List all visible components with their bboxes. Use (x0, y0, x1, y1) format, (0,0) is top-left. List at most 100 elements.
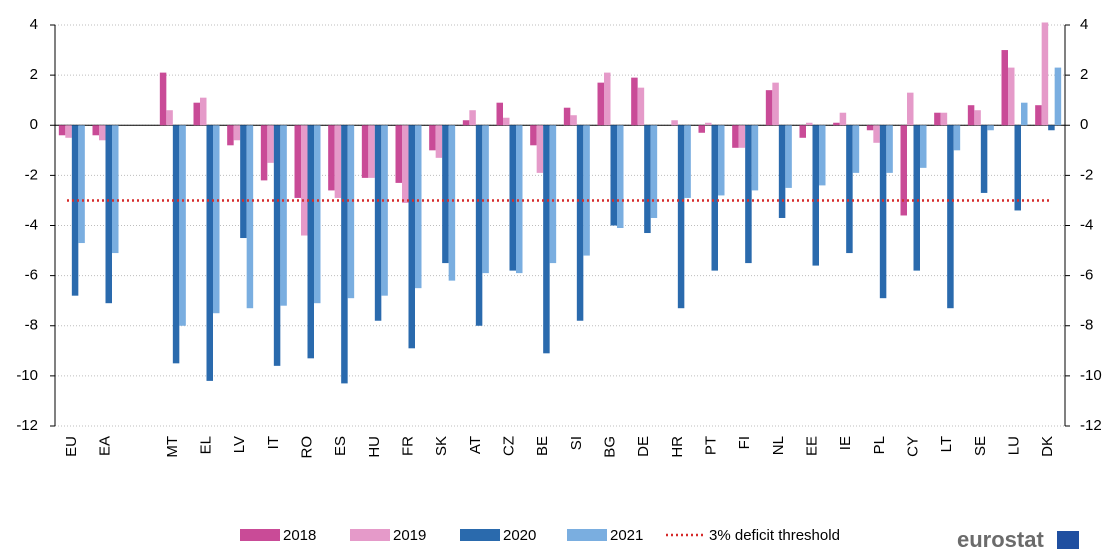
bar (644, 125, 651, 234)
bar (1001, 50, 1008, 126)
bar (193, 102, 200, 126)
y2-tick-label: 0 (1080, 116, 1088, 133)
bar (415, 125, 422, 289)
bar (900, 125, 907, 216)
bar (402, 125, 409, 203)
legend-label: 2020 (503, 527, 536, 544)
x-tick-label: NL (770, 436, 787, 455)
bar (469, 110, 476, 126)
bar (563, 107, 571, 126)
bar (328, 125, 335, 191)
x-tick-label: IE (837, 436, 854, 450)
x-tick-label: FR (399, 436, 416, 456)
bar (799, 125, 806, 138)
bar (549, 125, 557, 264)
bar (718, 125, 725, 196)
y-tick-label: -12 (16, 417, 38, 434)
x-tick-label: IT (265, 436, 282, 449)
y-tick-label: -2 (25, 166, 38, 183)
bar (1014, 125, 1021, 211)
bar (200, 97, 207, 126)
bar (751, 125, 759, 191)
bar (159, 72, 167, 126)
legend-label: 3% deficit threshold (709, 527, 840, 544)
bar (839, 112, 847, 126)
y2-tick-label: -8 (1080, 317, 1093, 334)
bar (280, 125, 287, 306)
bar (206, 125, 213, 381)
bar (772, 82, 779, 126)
bar (273, 125, 281, 366)
bar (246, 125, 254, 309)
bar (368, 125, 375, 178)
bar (429, 125, 436, 151)
x-tick-label: BG (601, 436, 618, 458)
bar (381, 125, 388, 296)
bar (886, 125, 893, 173)
x-tick-label: HR (669, 436, 686, 458)
y-tick-label: -6 (25, 267, 38, 284)
bar (1008, 67, 1015, 126)
x-tick-label: EE (803, 436, 820, 456)
bar (213, 125, 220, 314)
x-tick-label: CY (904, 436, 921, 457)
bar (866, 125, 874, 131)
bar (105, 125, 112, 304)
bar (570, 115, 577, 126)
bar (913, 125, 920, 271)
bar (227, 125, 234, 146)
bar (260, 125, 268, 181)
bar (610, 125, 617, 226)
bar (347, 125, 355, 299)
logo: eurostat (957, 527, 1044, 550)
bar (745, 125, 752, 264)
bar (583, 125, 590, 256)
y2-tick-label: -6 (1080, 267, 1093, 284)
y-tick-label: -4 (25, 216, 38, 233)
bar (543, 125, 550, 354)
bar (934, 112, 941, 126)
bar (987, 125, 994, 131)
bar (833, 122, 840, 126)
bar (974, 110, 981, 126)
bar (503, 117, 510, 126)
x-tick-label: BE (534, 436, 551, 456)
bar (806, 122, 813, 126)
bar (71, 125, 79, 296)
y2-tick-label: -2 (1080, 166, 1093, 183)
y-tick-label: -10 (16, 367, 38, 384)
bar (785, 125, 792, 188)
y2-tick-label: 4 (1080, 16, 1088, 33)
x-tick-label: EA (96, 436, 113, 456)
bar (240, 125, 247, 239)
bar (78, 125, 85, 244)
bar (65, 125, 72, 138)
bar (711, 125, 718, 271)
bar (940, 112, 948, 126)
bar (307, 125, 314, 359)
y-tick-label: 0 (30, 116, 38, 133)
legend-swatch (350, 529, 390, 541)
bar (920, 125, 927, 168)
x-tick-label: HU (366, 436, 383, 458)
bar (873, 125, 880, 143)
bar (334, 125, 342, 198)
bar (677, 125, 685, 309)
legend-swatch (460, 529, 500, 541)
bar (631, 77, 638, 126)
bar (462, 120, 470, 126)
legend-swatch (240, 529, 280, 541)
bar (294, 125, 301, 198)
x-tick-label: SI (568, 436, 585, 450)
bar (374, 125, 382, 321)
bar (671, 120, 678, 126)
bar (879, 125, 887, 299)
x-tick-label: AT (467, 436, 484, 454)
legend-swatch (567, 529, 607, 541)
bar (650, 125, 658, 218)
bar (112, 125, 119, 254)
x-tick-label: PT (702, 436, 719, 455)
bar (58, 125, 66, 136)
bar (980, 125, 988, 193)
bar (953, 125, 961, 151)
